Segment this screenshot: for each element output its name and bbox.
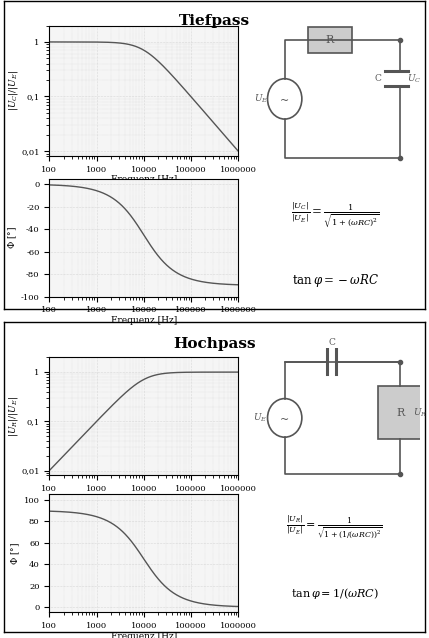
Y-axis label: $\Phi$ [°]: $\Phi$ [°] (10, 542, 22, 565)
Text: $U_R$: $U_R$ (414, 406, 427, 419)
X-axis label: Frequenz [Hz]: Frequenz [Hz] (111, 494, 177, 503)
X-axis label: Frequenz [Hz]: Frequenz [Hz] (111, 632, 177, 638)
Text: ~: ~ (280, 415, 289, 425)
Y-axis label: $|U_C|/|U_E|$: $|U_C|/|U_E|$ (7, 70, 20, 112)
Text: R: R (326, 35, 334, 45)
Text: R: R (396, 408, 404, 418)
Text: $\frac{|U_C|}{|U_E|} = \frac{1}{\sqrt{1 + (\omega RC)^2}}$: $\frac{|U_C|}{|U_E|} = \frac{1}{\sqrt{1 … (291, 200, 380, 230)
Y-axis label: $|U_R|/|U_E|$: $|U_R|/|U_E|$ (7, 396, 20, 437)
Text: $U_E$: $U_E$ (253, 412, 267, 424)
Text: $\frac{|U_R|}{|U_E|} = \frac{1}{\sqrt{1 + (1/(\omega RC))^2}}$: $\frac{|U_R|}{|U_E|} = \frac{1}{\sqrt{1 … (286, 514, 383, 542)
X-axis label: Frequenz [Hz]: Frequenz [Hz] (111, 316, 177, 325)
Text: C: C (375, 74, 382, 83)
Y-axis label: $\Phi$ [°]: $\Phi$ [°] (7, 226, 19, 249)
Bar (308, 27, 352, 53)
X-axis label: Frequenz [Hz]: Frequenz [Hz] (111, 175, 177, 184)
Text: $U_C$: $U_C$ (407, 73, 421, 85)
Bar (378, 387, 422, 439)
Text: ~: ~ (280, 96, 289, 106)
Text: $\tan\varphi = 1/(\omega RC)$: $\tan\varphi = 1/(\omega RC)$ (290, 586, 379, 601)
Text: Hochpass: Hochpass (173, 337, 256, 351)
Text: C: C (328, 338, 335, 347)
Text: Tiefpass: Tiefpass (179, 14, 250, 28)
Text: $U_E$: $U_E$ (254, 93, 269, 105)
Text: $\tan\varphi = -\omega RC$: $\tan\varphi = -\omega RC$ (292, 272, 379, 288)
